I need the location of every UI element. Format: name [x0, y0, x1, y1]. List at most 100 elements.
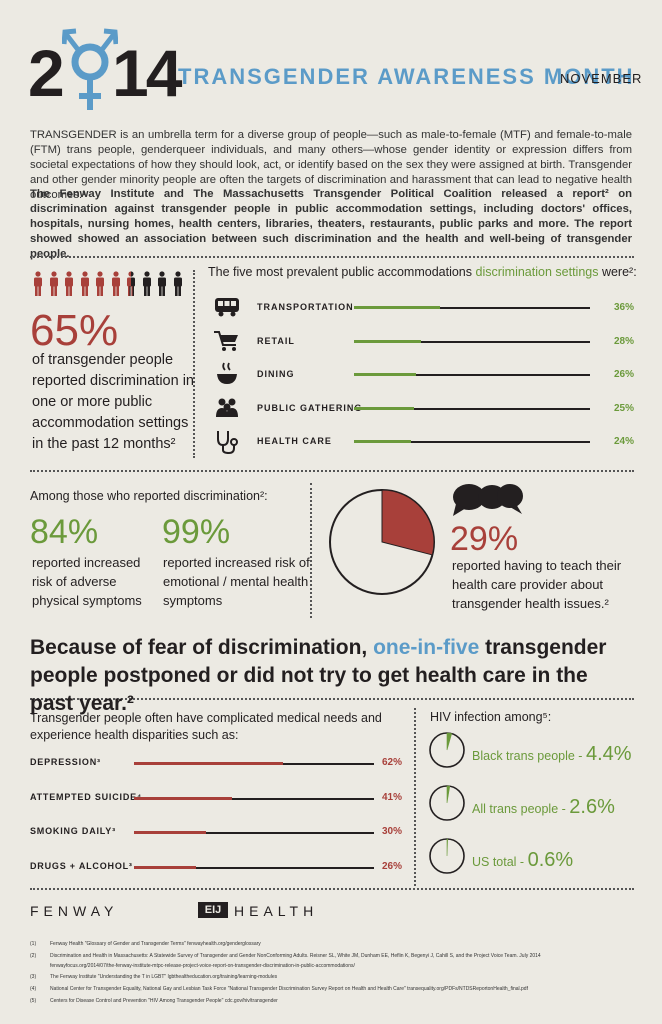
- bowl-icon: [217, 362, 237, 384]
- disparity-value: 41%: [382, 791, 403, 803]
- disparity-value: 30%: [382, 826, 403, 837]
- reference-text: fenwayfocus.org/2014/07/the-fenway-insti…: [50, 963, 355, 969]
- pie-slice: [381, 489, 435, 556]
- reference-number: (5): [30, 998, 37, 1004]
- logo-fenway: FENWAY: [30, 903, 119, 919]
- month-label: NOVEMBER: [560, 71, 643, 86]
- year-digits-14: 14: [112, 36, 182, 110]
- hiv-value: 4.4%: [585, 743, 632, 765]
- disparities-title: Transgender people often have complicate…: [30, 711, 382, 742]
- transgender-symbol-icon: [62, 28, 118, 110]
- person-icon: [96, 271, 104, 296]
- settings-bar-track: [354, 373, 590, 376]
- disparity-bar-fill: [134, 865, 197, 869]
- disparity-label: DRUGS + ALCOHOL³: [30, 860, 133, 871]
- reference-number: (4): [30, 986, 37, 992]
- stat-99-value: 99%: [162, 513, 231, 551]
- person-icon: [65, 271, 73, 296]
- shopping-cart-icon: [214, 330, 238, 351]
- hiv-group-label: US total -: [472, 855, 528, 869]
- reference-text: National Center for Transgender Equality…: [50, 986, 528, 992]
- person-icon: [80, 271, 89, 296]
- disparity-row: DEPRESSION³ 62%: [30, 754, 403, 774]
- disparity-row: ATTEMPTED SUICIDE⁴ 41%: [30, 789, 403, 809]
- disparity-label: SMOKING DAILY³: [30, 826, 116, 836]
- settings-value: 36%: [614, 302, 635, 313]
- settings-value: 24%: [614, 436, 635, 447]
- settings-bar-fill: [354, 440, 412, 443]
- stat-29-description: reported having to teach their health ca…: [452, 558, 622, 611]
- reference-line: (2) Discrimination and Health in Massachu…: [30, 953, 640, 960]
- hiv-pie: [429, 732, 465, 768]
- disparity-row: DRUGS + ALCOHOL³ 26%: [30, 858, 403, 878]
- disparity-bar-fill: [134, 762, 283, 765]
- stat-65-value: 65%: [30, 306, 119, 355]
- hiv-value: 2.6%: [569, 796, 615, 818]
- hiv-value: 0.6%: [527, 849, 574, 871]
- bus-icon: [215, 298, 239, 317]
- settings-label: RETAIL: [257, 335, 295, 346]
- hiv-group-label: Black trans people -: [472, 749, 586, 763]
- reference-line: (4) National Center for Transgender Equal…: [30, 986, 640, 993]
- hiv-row: All trans people - 2.6%: [428, 784, 638, 824]
- settings-label: PUBLIC GATHERING: [257, 402, 363, 413]
- reference-line: (3) The Fenway Institute "Understanding t…: [30, 974, 640, 981]
- report-paragraph: The Fenway Institute and The Massachuset…: [30, 188, 632, 260]
- disparity-label: DEPRESSION³: [30, 757, 101, 767]
- hiv-pie: [429, 838, 465, 874]
- disparity-bar-fill: [134, 796, 233, 800]
- hiv-label: US total - 0.6%: [472, 849, 573, 872]
- pie-29-chart: [329, 489, 435, 595]
- year-digit-2: 2: [28, 36, 65, 110]
- divider: [30, 470, 634, 472]
- reference-line: (1) Fenway Health "Glossary of Gender and…: [30, 941, 640, 948]
- disparity-value: 62%: [382, 757, 403, 768]
- settings-row: TRANSPORTATION 36%: [212, 294, 634, 322]
- settings-bar-fill: [354, 373, 417, 376]
- settings-value: 28%: [614, 335, 635, 347]
- reference-number: (3): [30, 974, 37, 980]
- settings-row: HEALTH CARE 24%: [212, 428, 634, 456]
- disparity-label: ATTEMPTED SUICIDE⁴: [30, 791, 143, 802]
- hiv-pie: [429, 785, 465, 821]
- hiv-label: Black trans people - 4.4%: [472, 743, 632, 766]
- reference-text: Centers for Disease Control and Preventi…: [50, 998, 278, 1004]
- page-title: TRANSGENDER AWARENESS MONTH: [178, 64, 635, 89]
- stat-99-description: reported increased risk of emotional / m…: [163, 555, 310, 608]
- person-icon: [111, 271, 120, 296]
- disparity-bar-track: [134, 796, 374, 800]
- disparity-value: 26%: [382, 860, 403, 872]
- settings-bar-fill: [354, 306, 440, 309]
- stat-84-description: reported increased risk of adverse physi…: [32, 555, 142, 608]
- settings-row: RETAIL 28%: [212, 328, 634, 356]
- disparity-bar-track: [134, 831, 374, 834]
- reference-number: (1): [30, 941, 37, 947]
- settings-row: PUBLIC GATHERING 25%: [212, 395, 634, 423]
- stat-29-value: 29%: [450, 520, 519, 558]
- person-icon: [49, 271, 58, 296]
- reference-text: Fenway Health "Glossary of Gender and Tr…: [50, 941, 261, 947]
- reference-line: (5) Centers for Disease Control and Preve…: [30, 998, 640, 1005]
- stat-84-value: 84%: [30, 513, 99, 551]
- settings-title: The five most prevalent public accommoda…: [208, 265, 637, 279]
- settings-bar-track: [354, 440, 590, 443]
- reference-text: Discrimination and Health in Massachuset…: [50, 953, 541, 959]
- hiv-row: Black trans people - 4.4%: [428, 731, 638, 771]
- person-icon: [142, 271, 151, 296]
- logo-health: HEALTH: [234, 903, 319, 919]
- disparity-bar-fill: [134, 831, 206, 834]
- settings-bar-fill: [354, 406, 414, 410]
- divider: [193, 270, 195, 458]
- settings-label: TRANSPORTATION: [257, 302, 354, 312]
- person-icon: [158, 271, 166, 296]
- intro-paragraph: TRANSGENDER is an umbrella term for a di…: [30, 129, 632, 201]
- divider: [30, 698, 634, 700]
- settings-value: 26%: [614, 369, 635, 380]
- hiv-row: US total - 0.6%: [428, 837, 638, 877]
- settings-value: 25%: [614, 402, 635, 414]
- disparity-bar-track: [134, 762, 374, 765]
- stethoscope-icon: [217, 431, 238, 454]
- settings-label: DINING: [257, 369, 295, 379]
- divider: [414, 708, 416, 886]
- person-icon: [173, 271, 182, 296]
